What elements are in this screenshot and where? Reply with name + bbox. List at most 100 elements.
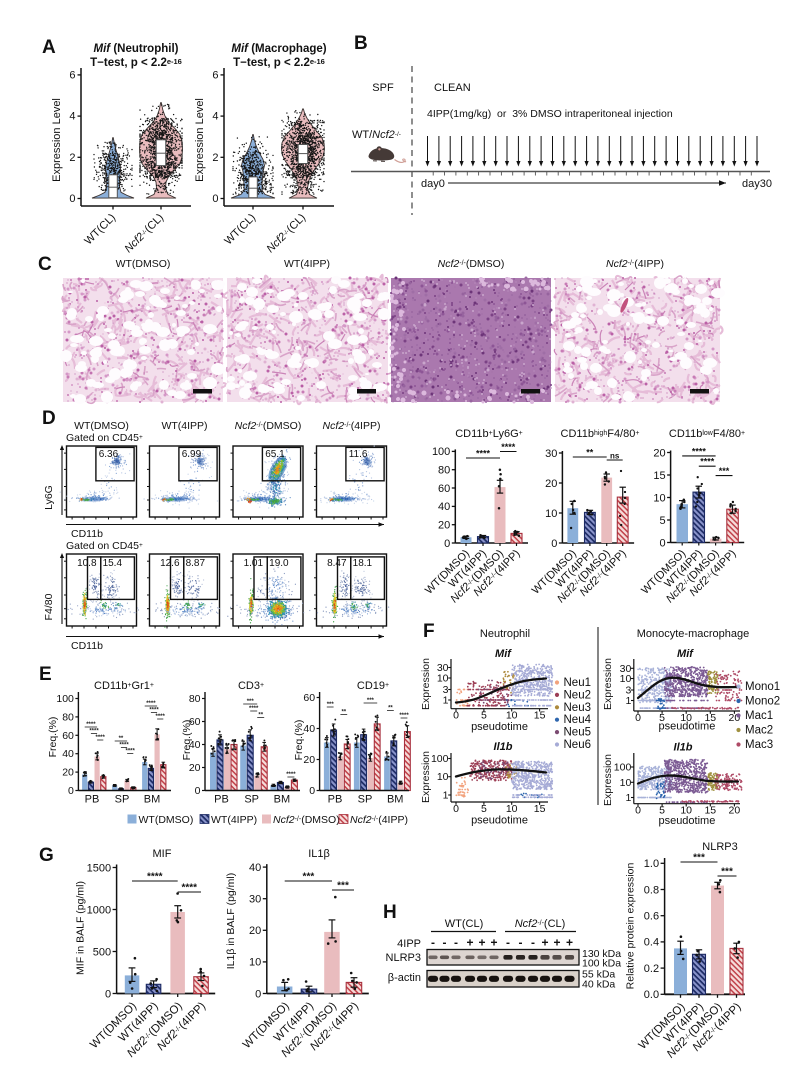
svg-text:D: D [42, 408, 56, 429]
svg-text:WT/Ncf2-/-: WT/Ncf2-/- [352, 129, 401, 141]
svg-text:****: **** [182, 883, 198, 894]
svg-text:6: 6 [69, 69, 75, 81]
svg-text:0: 0 [453, 710, 459, 722]
svg-text:Neu4: Neu4 [564, 714, 592, 726]
svg-text:Mono2: Mono2 [745, 696, 780, 708]
svg-text:-: - [431, 936, 435, 950]
svg-text:pseudotime: pseudotime [471, 721, 528, 733]
svg-text:WT(CL): WT(CL) [445, 918, 484, 930]
svg-text:Il1b: Il1b [674, 742, 693, 754]
svg-text:****: **** [126, 749, 136, 755]
svg-text:10: 10 [680, 712, 692, 724]
svg-text:**: ** [341, 710, 346, 716]
svg-text:8.87: 8.87 [186, 558, 206, 569]
svg-text:****: **** [399, 713, 409, 719]
svg-text:0.0: 0.0 [644, 989, 659, 1001]
svg-text:10.8: 10.8 [77, 558, 97, 569]
svg-text:T−test, p < 2.2e-16: T−test, p < 2.2e-16 [233, 57, 325, 69]
svg-text:Expression: Expression [420, 751, 432, 803]
svg-text:Freq.(%): Freq.(%) [47, 717, 59, 758]
svg-text:0: 0 [635, 712, 641, 724]
svg-text:T−test, p < 2.2e-16: T−test, p < 2.2e-16 [90, 57, 182, 69]
svg-text:40 kDa: 40 kDa [582, 979, 615, 991]
svg-text:-: - [443, 936, 447, 950]
svg-text:+: + [566, 936, 573, 950]
svg-text:15.4: 15.4 [103, 558, 123, 569]
svg-text:Monocyte-macrophage: Monocyte-macrophage [637, 628, 750, 640]
svg-text:Neu5: Neu5 [564, 727, 592, 739]
svg-text:SP: SP [115, 794, 130, 806]
svg-text:20: 20 [545, 478, 557, 490]
svg-text:+: + [541, 936, 548, 950]
svg-text:Ncf2-/-(DMSO): Ncf2-/-(DMSO) [235, 420, 302, 432]
svg-text:Ly6G: Ly6G [43, 485, 55, 510]
svg-text:BM: BM [274, 794, 291, 806]
svg-text:5: 5 [659, 805, 665, 817]
svg-text:500: 500 [93, 946, 111, 958]
svg-text:0: 0 [309, 785, 315, 797]
svg-text:5: 5 [481, 803, 487, 815]
svg-text:Ncf2-/-(4IPP): Ncf2-/-(4IPP) [606, 258, 664, 270]
svg-text:40: 40 [303, 723, 315, 735]
svg-text:***: *** [721, 867, 733, 878]
svg-text:-: - [531, 936, 535, 950]
svg-text:WT(4IPP): WT(4IPP) [211, 814, 257, 826]
svg-text:Neu3: Neu3 [564, 702, 592, 714]
svg-text:CD11b+Ly6G+: CD11b+Ly6G+ [455, 428, 523, 440]
svg-text:20: 20 [249, 925, 261, 937]
svg-text:0: 0 [105, 988, 111, 1000]
svg-text:10: 10 [506, 710, 518, 722]
svg-text:CD11b: CD11b [71, 528, 103, 540]
svg-text:Mif: Mif [495, 648, 512, 660]
svg-text:CD19+: CD19+ [357, 680, 389, 692]
svg-text:SP: SP [244, 794, 259, 806]
svg-text:0.4: 0.4 [644, 937, 659, 949]
svg-text:6.99: 6.99 [182, 449, 202, 460]
svg-text:30: 30 [620, 663, 632, 675]
svg-text:***: *** [337, 881, 349, 892]
svg-text:0: 0 [635, 805, 641, 817]
svg-text:****: **** [249, 706, 259, 712]
svg-text:****: **** [156, 714, 166, 720]
svg-text:NLRP3: NLRP3 [386, 952, 421, 964]
svg-text:0: 0 [212, 193, 218, 205]
svg-text:10: 10 [680, 805, 692, 817]
svg-text:3: 3 [443, 684, 449, 696]
svg-text:0: 0 [69, 193, 75, 205]
svg-text:MIF in BALF (pg/ml): MIF in BALF (pg/ml) [75, 881, 87, 975]
svg-text:10: 10 [249, 957, 261, 969]
svg-text:PB: PB [328, 794, 343, 806]
svg-text:0: 0 [195, 785, 201, 797]
svg-text:WT(DMSO): WT(DMSO) [116, 258, 171, 270]
svg-text:60: 60 [438, 483, 450, 495]
svg-text:80: 80 [438, 465, 450, 477]
svg-text:130 kDa: 130 kDa [582, 948, 621, 960]
svg-text:****: **** [286, 772, 296, 778]
svg-text:****: **** [692, 446, 707, 456]
svg-text:0.2: 0.2 [644, 963, 659, 975]
svg-text:pseudotime: pseudotime [658, 721, 715, 733]
svg-text:0: 0 [68, 785, 74, 797]
svg-text:19.0: 19.0 [269, 558, 289, 569]
svg-text:10: 10 [653, 492, 665, 504]
svg-text:Neu6: Neu6 [564, 739, 592, 751]
svg-text:4: 4 [212, 111, 218, 123]
svg-text:20: 20 [729, 805, 741, 817]
svg-text:****: **** [146, 701, 156, 707]
svg-text:***: *** [247, 699, 255, 705]
svg-text:0: 0 [551, 538, 557, 550]
svg-text:pseudotime: pseudotime [658, 815, 715, 827]
svg-text:**: ** [586, 448, 594, 458]
svg-text:Mif (Macrophage): Mif (Macrophage) [231, 43, 326, 55]
svg-text:WT(4IPP): WT(4IPP) [284, 258, 330, 270]
svg-text:Gated on CD45+: Gated on CD45+ [66, 540, 143, 552]
svg-text:Neu2: Neu2 [564, 689, 592, 701]
svg-text:100 kDa: 100 kDa [582, 958, 621, 970]
svg-text:***: *** [693, 853, 705, 864]
svg-text:Ncf2-/-(DMSO): Ncf2-/-(DMSO) [273, 814, 340, 826]
svg-text:Mono1: Mono1 [745, 681, 780, 693]
svg-text:Mac1: Mac1 [745, 710, 773, 722]
svg-text:5: 5 [659, 515, 665, 527]
svg-text:1: 1 [443, 790, 449, 802]
svg-text:40: 40 [249, 862, 261, 874]
